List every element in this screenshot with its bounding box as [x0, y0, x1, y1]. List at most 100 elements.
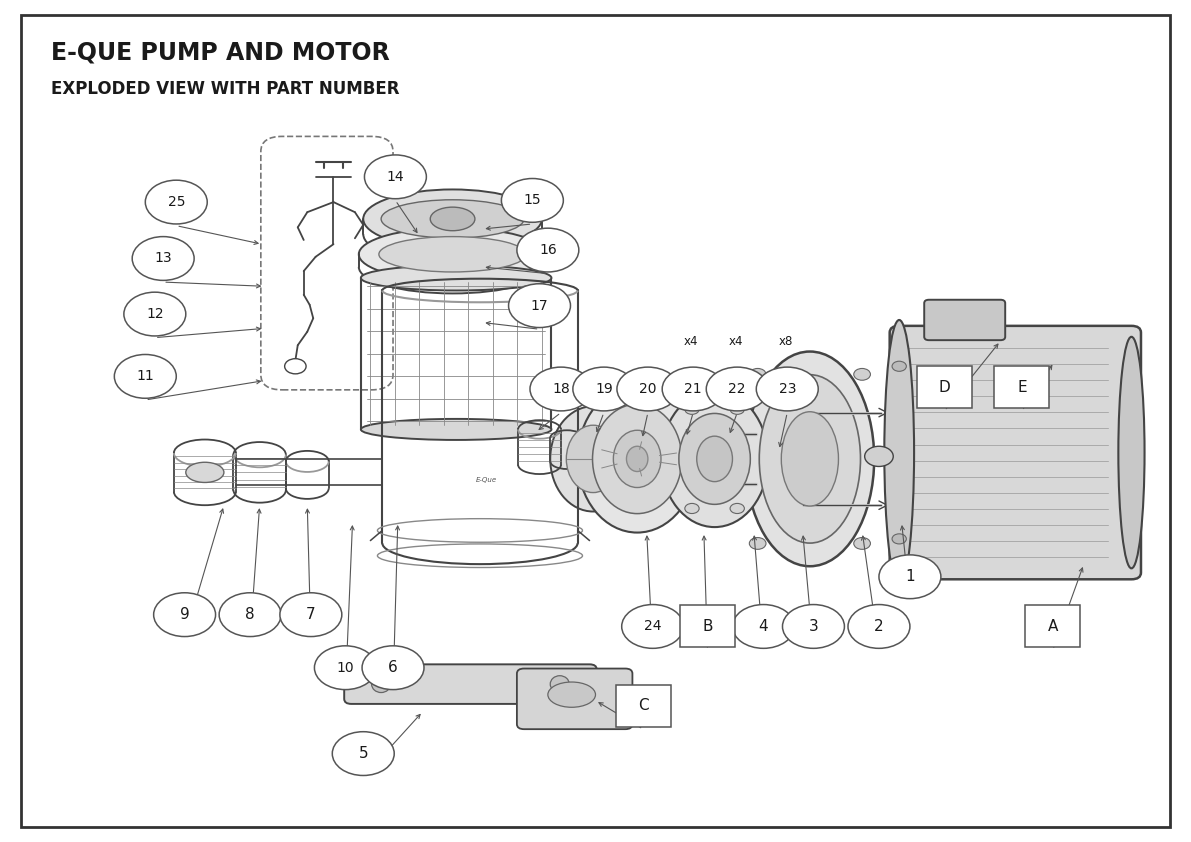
- Text: E-Que: E-Que: [475, 477, 497, 483]
- Ellipse shape: [578, 386, 697, 533]
- Circle shape: [145, 180, 207, 224]
- Circle shape: [517, 228, 579, 272]
- Circle shape: [848, 605, 910, 648]
- Text: D: D: [939, 380, 950, 395]
- Ellipse shape: [430, 207, 475, 231]
- Circle shape: [280, 593, 342, 637]
- Circle shape: [685, 404, 699, 414]
- Text: 2: 2: [874, 619, 884, 634]
- Ellipse shape: [379, 237, 526, 272]
- Circle shape: [892, 534, 906, 544]
- Circle shape: [706, 367, 768, 411]
- Text: 12: 12: [146, 307, 163, 321]
- Text: 1: 1: [905, 569, 915, 584]
- Ellipse shape: [679, 413, 750, 504]
- Text: 21: 21: [685, 382, 701, 396]
- Text: 15: 15: [524, 194, 541, 207]
- Circle shape: [730, 504, 744, 514]
- Text: 22: 22: [729, 382, 746, 396]
- Text: 19: 19: [596, 382, 612, 396]
- FancyBboxPatch shape: [517, 669, 632, 729]
- Circle shape: [854, 537, 871, 549]
- Circle shape: [749, 537, 766, 549]
- Circle shape: [756, 367, 818, 411]
- FancyBboxPatch shape: [344, 664, 597, 704]
- Text: x4: x4: [684, 335, 698, 349]
- Bar: [917, 366, 972, 408]
- Circle shape: [219, 593, 281, 637]
- Ellipse shape: [593, 404, 681, 514]
- Text: 10: 10: [337, 661, 354, 674]
- Ellipse shape: [361, 265, 551, 290]
- Bar: [616, 685, 671, 727]
- Circle shape: [892, 361, 906, 371]
- Text: 3: 3: [809, 619, 818, 634]
- Text: 16: 16: [540, 243, 556, 257]
- Circle shape: [749, 369, 766, 381]
- Ellipse shape: [613, 430, 661, 488]
- Text: E-QUE PUMP AND MOTOR: E-QUE PUMP AND MOTOR: [51, 40, 389, 65]
- Text: x8: x8: [779, 335, 793, 349]
- Circle shape: [364, 155, 426, 199]
- Text: 5: 5: [358, 746, 368, 761]
- Text: 25: 25: [168, 195, 185, 209]
- Text: 7: 7: [306, 607, 316, 622]
- Ellipse shape: [548, 682, 596, 707]
- Circle shape: [622, 605, 684, 648]
- Circle shape: [362, 646, 424, 690]
- Circle shape: [730, 404, 744, 414]
- Ellipse shape: [550, 675, 569, 692]
- Circle shape: [865, 446, 893, 466]
- Text: 18: 18: [553, 382, 569, 396]
- Ellipse shape: [358, 228, 547, 281]
- Ellipse shape: [661, 391, 768, 527]
- Text: 23: 23: [779, 382, 796, 396]
- Circle shape: [685, 504, 699, 514]
- Text: x4: x4: [729, 335, 743, 349]
- Ellipse shape: [697, 436, 732, 482]
- Circle shape: [501, 179, 563, 222]
- Circle shape: [114, 354, 176, 398]
- Bar: [680, 605, 735, 647]
- Text: 20: 20: [640, 382, 656, 396]
- Text: 14: 14: [387, 170, 404, 184]
- Ellipse shape: [760, 375, 861, 543]
- Text: EXPLODED VIEW WITH PART NUMBER: EXPLODED VIEW WITH PART NUMBER: [51, 80, 400, 98]
- Ellipse shape: [361, 419, 551, 440]
- Circle shape: [509, 284, 570, 328]
- Ellipse shape: [626, 446, 648, 472]
- Ellipse shape: [381, 200, 524, 238]
- Circle shape: [662, 367, 724, 411]
- Circle shape: [332, 732, 394, 775]
- Text: 17: 17: [531, 299, 548, 312]
- Text: 11: 11: [137, 370, 154, 383]
- Ellipse shape: [1118, 337, 1145, 568]
- Ellipse shape: [186, 462, 224, 482]
- Circle shape: [732, 605, 794, 648]
- Ellipse shape: [781, 412, 838, 506]
- Text: 13: 13: [155, 252, 172, 265]
- Text: 6: 6: [388, 660, 398, 675]
- Circle shape: [854, 369, 871, 381]
- Circle shape: [573, 367, 635, 411]
- Ellipse shape: [363, 189, 542, 248]
- Text: 24: 24: [644, 620, 661, 633]
- Circle shape: [617, 367, 679, 411]
- Circle shape: [124, 292, 186, 336]
- Text: C: C: [638, 698, 648, 713]
- Ellipse shape: [746, 352, 874, 566]
- Circle shape: [782, 605, 844, 648]
- FancyBboxPatch shape: [890, 326, 1141, 579]
- Circle shape: [132, 237, 194, 280]
- Ellipse shape: [884, 320, 915, 585]
- Text: 4: 4: [759, 619, 768, 634]
- Text: B: B: [703, 619, 712, 634]
- Bar: [994, 366, 1049, 408]
- Text: 8: 8: [245, 607, 255, 622]
- Ellipse shape: [567, 425, 621, 493]
- FancyBboxPatch shape: [924, 300, 1005, 340]
- Bar: [1025, 605, 1080, 647]
- Circle shape: [314, 646, 376, 690]
- Text: A: A: [1048, 619, 1058, 634]
- Text: 9: 9: [180, 607, 189, 622]
